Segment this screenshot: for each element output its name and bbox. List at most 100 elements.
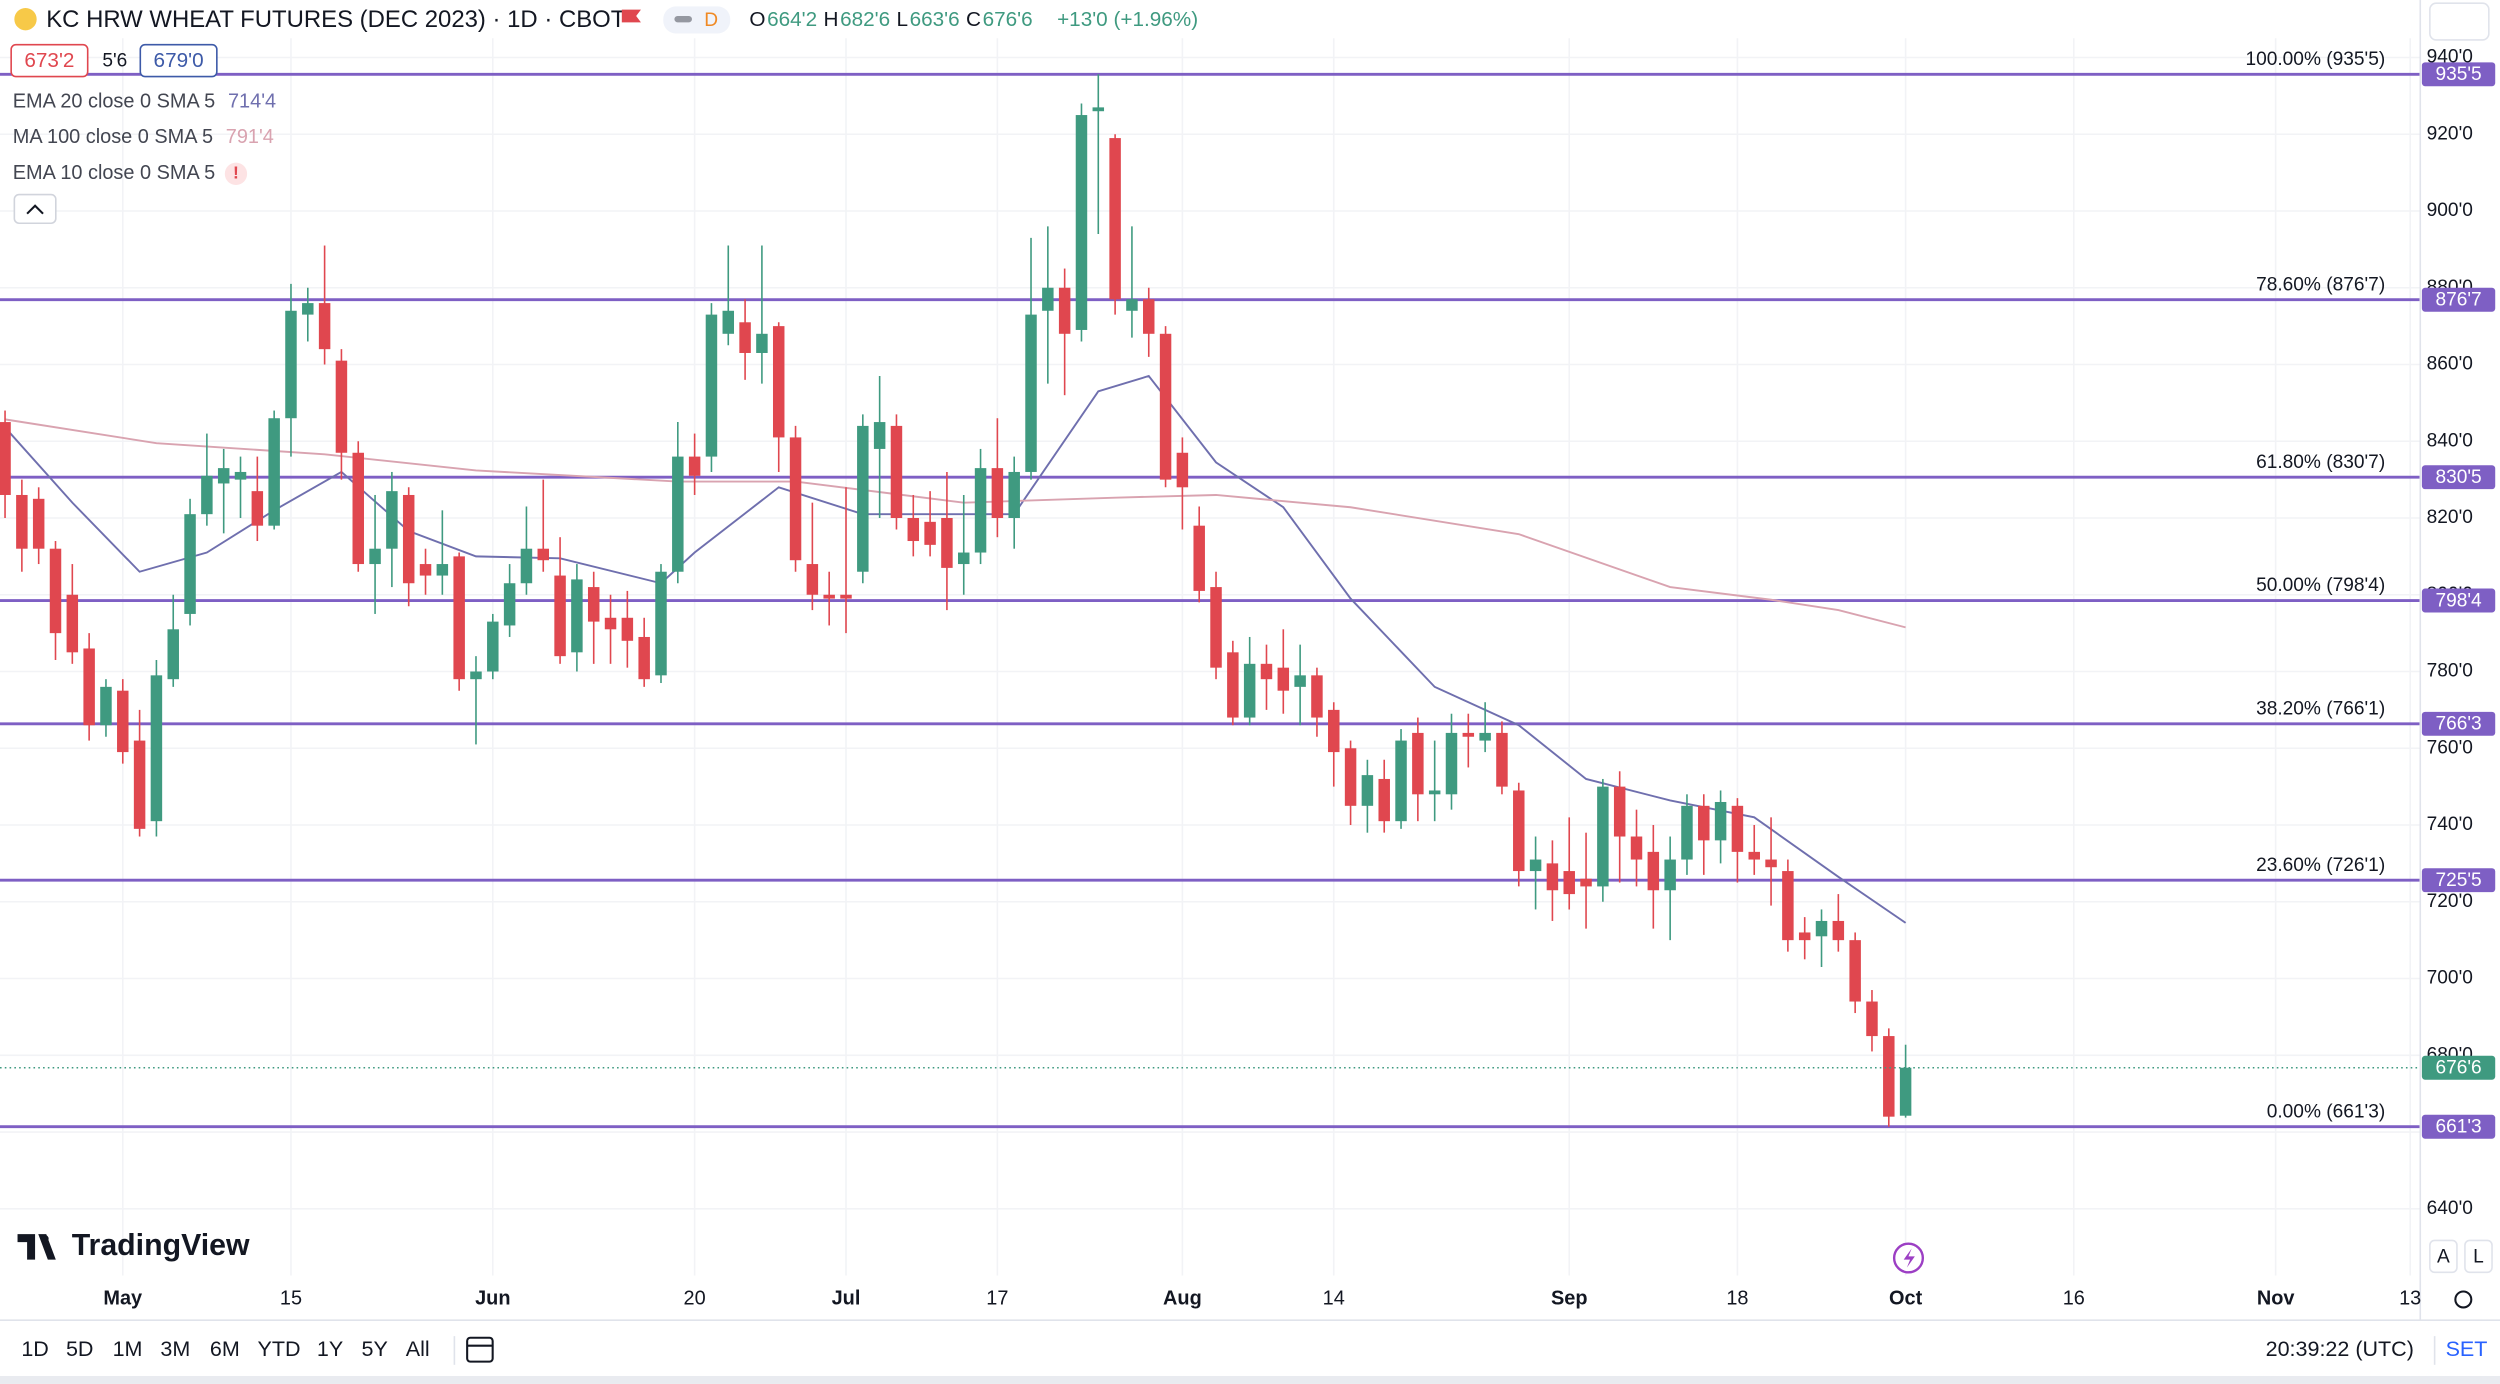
currency-button[interactable]	[2429, 2, 2490, 41]
candle-body	[520, 548, 533, 584]
range-button[interactable]: 3M	[160, 1337, 190, 1361]
candle-body	[705, 314, 718, 457]
range-button[interactable]: 5Y	[362, 1337, 388, 1361]
candle-body	[487, 621, 499, 672]
logo-dot	[40, 1234, 49, 1243]
indicator-name[interactable]: MA 100 close 0 SMA 5	[13, 126, 213, 148]
candle-body	[789, 437, 802, 561]
symbol-icon[interactable]	[14, 8, 37, 31]
price-badge-label: 876'7	[2435, 290, 2481, 311]
candle-body	[957, 552, 970, 565]
change: +13'0 (+1.96%)	[1057, 8, 1198, 31]
candle-body	[1227, 652, 1239, 718]
candle-body	[1849, 940, 1861, 1002]
x-tick-label: 18	[1726, 1288, 1748, 1310]
candle-body	[1109, 138, 1121, 300]
flag-icon[interactable]	[621, 9, 641, 23]
sell-button[interactable]	[10, 43, 89, 78]
settings-icon[interactable]	[2454, 1290, 2473, 1309]
clock: 20:39:22 (UTC)	[2266, 1337, 2414, 1361]
status-pill[interactable]	[663, 6, 731, 34]
candle-body	[453, 556, 465, 680]
candle-body	[352, 452, 364, 565]
candle-body	[201, 475, 213, 515]
candle-body	[1529, 859, 1542, 872]
price-badge	[2421, 287, 2496, 312]
scale-button-label: A	[2437, 1246, 2450, 1267]
x-tick-label: Sep	[1551, 1288, 1588, 1310]
candle-body	[1042, 287, 1054, 311]
candle-body	[756, 333, 768, 353]
indicator-name[interactable]: EMA 20 close 0 SMA 5	[13, 90, 215, 112]
session[interactable]: SET	[2446, 1337, 2488, 1361]
candle-body	[1647, 851, 1660, 891]
candle-body	[1546, 863, 1559, 891]
candle-body	[1193, 525, 1205, 591]
x-tick-label: 20	[684, 1288, 706, 1310]
ohlc-legend: O 664'2 H 682'6 L 663'6 C 676'6	[749, 8, 1032, 31]
buy-button[interactable]	[139, 43, 218, 78]
candle-body	[386, 491, 398, 549]
candle-body	[1126, 299, 1138, 311]
bottom-toolbar	[0, 1320, 2500, 1384]
range-button[interactable]: 1D	[21, 1337, 49, 1361]
fib-label: 38.20% (766'1)	[2256, 698, 2385, 719]
sell-price: 673'2	[24, 49, 74, 72]
candle-body	[907, 518, 920, 542]
candle-body	[1395, 740, 1407, 822]
candle-body	[1765, 859, 1777, 868]
range-button[interactable]: All	[406, 1337, 430, 1361]
candle-body	[806, 564, 819, 595]
candle-body	[772, 326, 785, 438]
ohlc-value: 676'6	[983, 8, 1033, 31]
calendar-icon[interactable]	[466, 1336, 494, 1363]
price-badge	[2421, 588, 2496, 613]
candle-body	[1344, 748, 1357, 806]
candle-body	[1008, 471, 1020, 519]
indicator-name[interactable]: EMA 10 close 0 SMA 5	[13, 162, 215, 184]
candle-body	[823, 594, 835, 599]
candle-body	[1294, 675, 1306, 687]
candle-body	[1496, 732, 1508, 787]
candle-body	[739, 322, 751, 353]
candle-body	[1883, 1036, 1895, 1117]
range-button[interactable]: 5D	[66, 1337, 94, 1361]
candle-body	[587, 587, 600, 622]
candle-body	[1025, 314, 1037, 472]
candle-body	[1782, 871, 1794, 941]
indicator-value: 791'4	[226, 126, 274, 148]
events-bolt	[1903, 1248, 1915, 1268]
range-button[interactable]: 6M	[210, 1337, 240, 1361]
last-price-label: 676'6	[2435, 1058, 2481, 1079]
collapse-button[interactable]	[13, 193, 57, 225]
candle-body	[1328, 709, 1340, 753]
candle-body	[150, 675, 163, 822]
scale-button[interactable]	[2464, 1239, 2493, 1274]
candle-body	[369, 548, 381, 565]
collapse-arrow	[26, 204, 44, 215]
range-button[interactable]: YTD	[257, 1337, 300, 1361]
last-price-badge	[2421, 1055, 2496, 1080]
candle-body	[1613, 786, 1626, 837]
logo-text: TradingView	[72, 1229, 250, 1262]
candle-body	[0, 422, 11, 495]
candle-body	[1664, 859, 1676, 891]
candle-body	[1899, 1067, 1912, 1116]
scale-button[interactable]	[2429, 1239, 2458, 1274]
candle-body	[1243, 663, 1256, 718]
range-button[interactable]: 1Y	[317, 1337, 343, 1361]
indicator-value: 714'4	[228, 90, 276, 112]
candle-body	[1731, 805, 1744, 852]
candle-body	[537, 548, 549, 561]
candle-body	[1462, 732, 1475, 737]
candle-body	[621, 617, 634, 641]
range-button[interactable]: 1M	[113, 1337, 143, 1361]
symbol-title[interactable]: KC HRW WHEAT FUTURES (DEC 2023) · 1D · C…	[46, 6, 626, 33]
ohlc-key: O	[749, 8, 765, 31]
candle-body	[1748, 851, 1760, 860]
x-tick-label: Jul	[832, 1288, 861, 1310]
candle-body	[1210, 587, 1222, 668]
x-tick-label: 16	[2063, 1288, 2085, 1310]
candle-body	[722, 310, 735, 334]
